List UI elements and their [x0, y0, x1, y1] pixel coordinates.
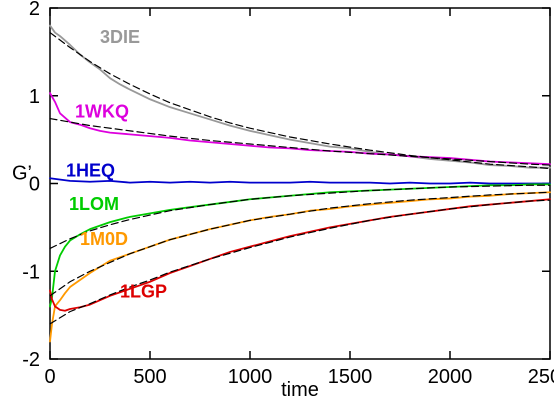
series-label-1heq: 1HEQ [66, 160, 115, 180]
series-label-1lgp: 1LGP [120, 282, 167, 302]
y-tick-label: 2 [29, 0, 40, 20]
series-line-1wkq [49, 92, 551, 166]
series-label-1m0d: 1M0D [80, 229, 128, 249]
x-tick-label: 500 [133, 366, 166, 388]
x-tick-label: 2000 [428, 366, 473, 388]
x-tick-label: 2500 [528, 366, 554, 388]
fit-curve-3die [49, 31, 551, 170]
series-label-1wkq: 1WKQ [75, 102, 129, 122]
series-line-1heq [49, 177, 551, 185]
series-line-3die [49, 24, 551, 169]
series-line-1lgp [49, 198, 551, 312]
fit-curve-1lgp [49, 199, 551, 325]
series-label-1lom: 1LOM [69, 194, 119, 214]
y-tick-label: 0 [29, 174, 40, 196]
series-line-1lom [49, 183, 551, 308]
y-axis-label: G’ [12, 163, 32, 185]
series-label-3die: 3DIE [100, 27, 140, 47]
x-tick-label: 1000 [228, 366, 273, 388]
y-tick-label: 1 [29, 86, 40, 108]
x-axis-label: time [281, 379, 319, 401]
fit-curve-1wkq [49, 117, 551, 166]
x-tick-label: 0 [44, 366, 55, 388]
x-tick-label: 1500 [328, 366, 373, 388]
fit-curve-1m0d [49, 191, 551, 297]
y-tick-label: -1 [22, 261, 40, 283]
y-tick-label: -2 [22, 349, 40, 371]
fit-curve-1lom [49, 184, 551, 250]
